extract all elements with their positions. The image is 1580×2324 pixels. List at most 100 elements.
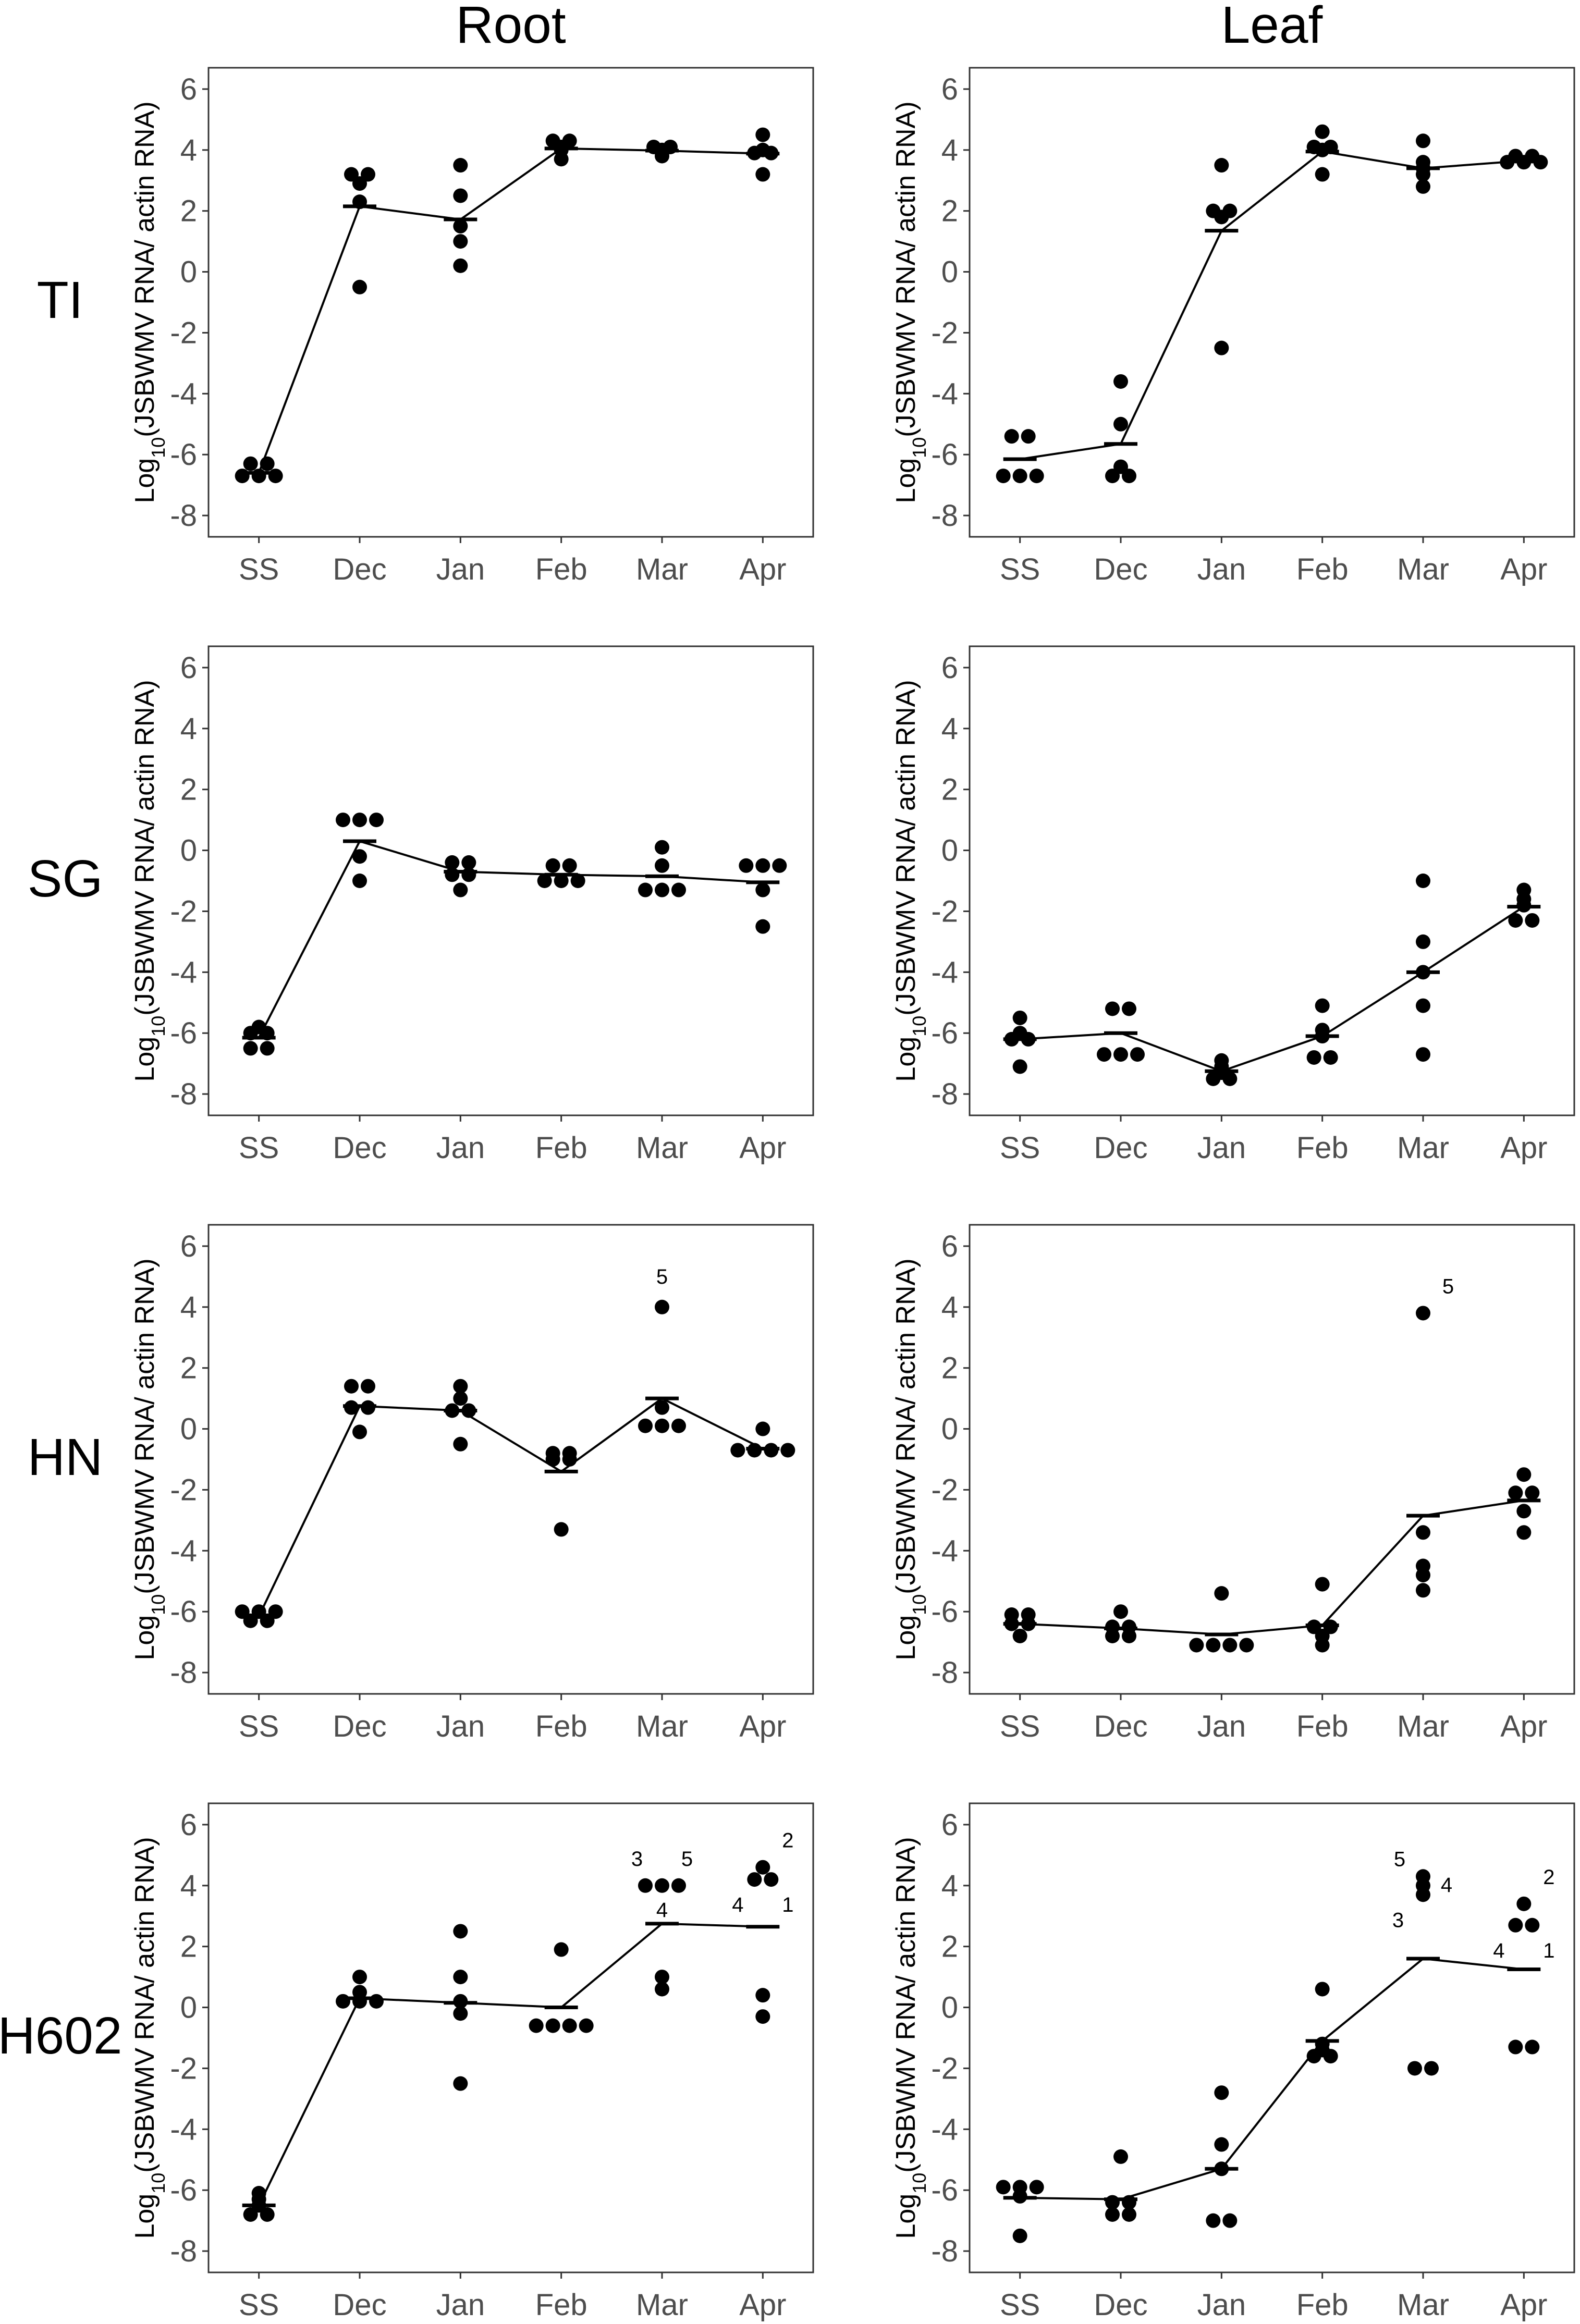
x-tick-label: Apr	[739, 1710, 786, 1743]
data-point	[747, 1443, 762, 1458]
y-tick-label: -2	[170, 316, 197, 350]
panel-hn-root: 6 4 2 0 -2 -4 -6 -8 SS Dec Jan Feb Mar Apr Log10(JSBWM…	[130, 1224, 814, 1743]
annotation-label: 3	[1392, 1909, 1404, 1932]
data-point	[1021, 429, 1036, 444]
panel-border	[969, 1802, 1575, 2273]
y-tick-label: 2	[941, 1351, 958, 1385]
data-point	[1122, 1001, 1136, 1016]
panel-border	[207, 645, 814, 1116]
y-tick-label: 0	[941, 1412, 958, 1446]
data-point	[1113, 416, 1128, 432]
y-axis-label: Log10(JSBWMV RNA/ actin RNA)	[891, 1837, 930, 2239]
y-tick-label: -6	[931, 438, 958, 472]
data-point	[1315, 1982, 1330, 1997]
data-point	[1416, 965, 1430, 980]
data-point	[1214, 340, 1229, 355]
y-tick-label: 0	[180, 834, 197, 868]
x-tick-label: Dec	[1094, 2288, 1147, 2322]
data-point	[344, 1379, 359, 1394]
y-tick-label: 6	[941, 651, 958, 685]
data-point	[352, 1994, 367, 2009]
data-point	[1021, 1616, 1036, 1631]
data-point	[1122, 2207, 1136, 2222]
data-point	[453, 2006, 468, 2021]
y-tick-label: 4	[941, 1290, 958, 1324]
data-point	[352, 813, 367, 828]
data-point	[361, 1379, 375, 1394]
y-tick-label: -6	[931, 2173, 958, 2207]
data-point	[747, 145, 762, 161]
x-tick-label: Feb	[535, 1710, 587, 1743]
y-tick-label: -6	[931, 1016, 958, 1050]
mean-trend-line	[1020, 1957, 1524, 2200]
y-tick-label: 2	[941, 773, 958, 807]
annotation-label: 1	[1543, 1939, 1554, 1962]
data-point	[336, 1994, 350, 2009]
mean-trend-line	[258, 1922, 763, 2206]
data-point	[1105, 1628, 1120, 1643]
y-tick-label: 6	[180, 651, 197, 685]
data-point	[1516, 1504, 1532, 1519]
data-point	[1012, 1628, 1027, 1643]
x-tick-label: Jan	[436, 1710, 485, 1743]
panel-h602-root: 6 4 2 0 -2 -4 -6 -8 SS Dec Jan Feb Mar Apr Log10(JSBWM…	[130, 1802, 814, 2322]
data-point	[1105, 469, 1120, 484]
data-point	[235, 469, 250, 484]
annotation-label: 3	[631, 1848, 643, 1871]
data-point	[1222, 2213, 1238, 2228]
data-point	[260, 456, 275, 471]
data-point	[1021, 1031, 1036, 1047]
data-point	[1012, 2228, 1027, 2243]
data-point	[780, 1443, 795, 1458]
data-point	[1416, 934, 1430, 949]
data-point	[1533, 155, 1548, 170]
data-point	[1315, 998, 1330, 1013]
x-tick-label: Jan	[436, 1131, 485, 1165]
data-point	[1113, 2149, 1128, 2164]
x-tick-label: Dec	[333, 2288, 386, 2322]
y-tick-label: 4	[941, 133, 958, 167]
y-tick-label: -8	[931, 1656, 958, 1690]
x-tick-label: Mar	[1397, 2288, 1449, 2322]
y-tick-label: -6	[170, 438, 197, 472]
panel-ti-root: 6 4 2 0 -2 -4 -6 -8 SS Dec Jan Feb Mar Apr Log10(JSBWM…	[130, 67, 814, 586]
x-tick-label: SS	[1000, 552, 1040, 586]
data-point	[1416, 874, 1430, 888]
x-tick-label: Feb	[1296, 1710, 1349, 1743]
data-point	[1012, 1010, 1027, 1025]
data-point	[1416, 1047, 1430, 1062]
data-point	[1113, 1604, 1128, 1619]
data-point	[1306, 2049, 1321, 2064]
data-point	[1315, 167, 1330, 182]
data-point	[764, 1872, 779, 1887]
y-tick-label: -8	[931, 2234, 958, 2268]
data-point	[1122, 1628, 1136, 1643]
y-tick-label: -6	[170, 1595, 197, 1629]
data-point	[1004, 429, 1019, 444]
x-tick-label: Dec	[1094, 1710, 1147, 1743]
annotation-label: 1	[782, 1893, 793, 1916]
data-point	[453, 218, 468, 233]
data-point	[445, 867, 460, 882]
y-tick-label: 4	[180, 712, 197, 746]
data-point	[638, 1418, 653, 1433]
x-tick-label: SS	[239, 552, 279, 586]
x-tick-label: Mar	[1397, 552, 1449, 586]
data-point	[755, 882, 770, 897]
mean-trend-line	[1020, 905, 1525, 1073]
data-point	[655, 1982, 669, 1997]
y-tick-label: -6	[931, 1595, 958, 1629]
data-point	[445, 1403, 460, 1418]
x-tick-label: SS	[239, 1710, 279, 1743]
data-point	[453, 234, 468, 249]
y-tick-label: -8	[931, 1077, 958, 1111]
y-tick-label: -4	[170, 2112, 197, 2146]
y-tick-label: -4	[931, 2112, 958, 2146]
y-tick-label: 2	[941, 194, 958, 228]
column-title-root: Root	[456, 0, 566, 54]
data-point	[764, 145, 779, 161]
data-point	[352, 176, 367, 191]
data-point	[243, 1041, 258, 1056]
y-axis-label: Log10(JSBWMV RNA/ actin RNA)	[130, 680, 169, 1081]
data-point	[1416, 1525, 1430, 1540]
